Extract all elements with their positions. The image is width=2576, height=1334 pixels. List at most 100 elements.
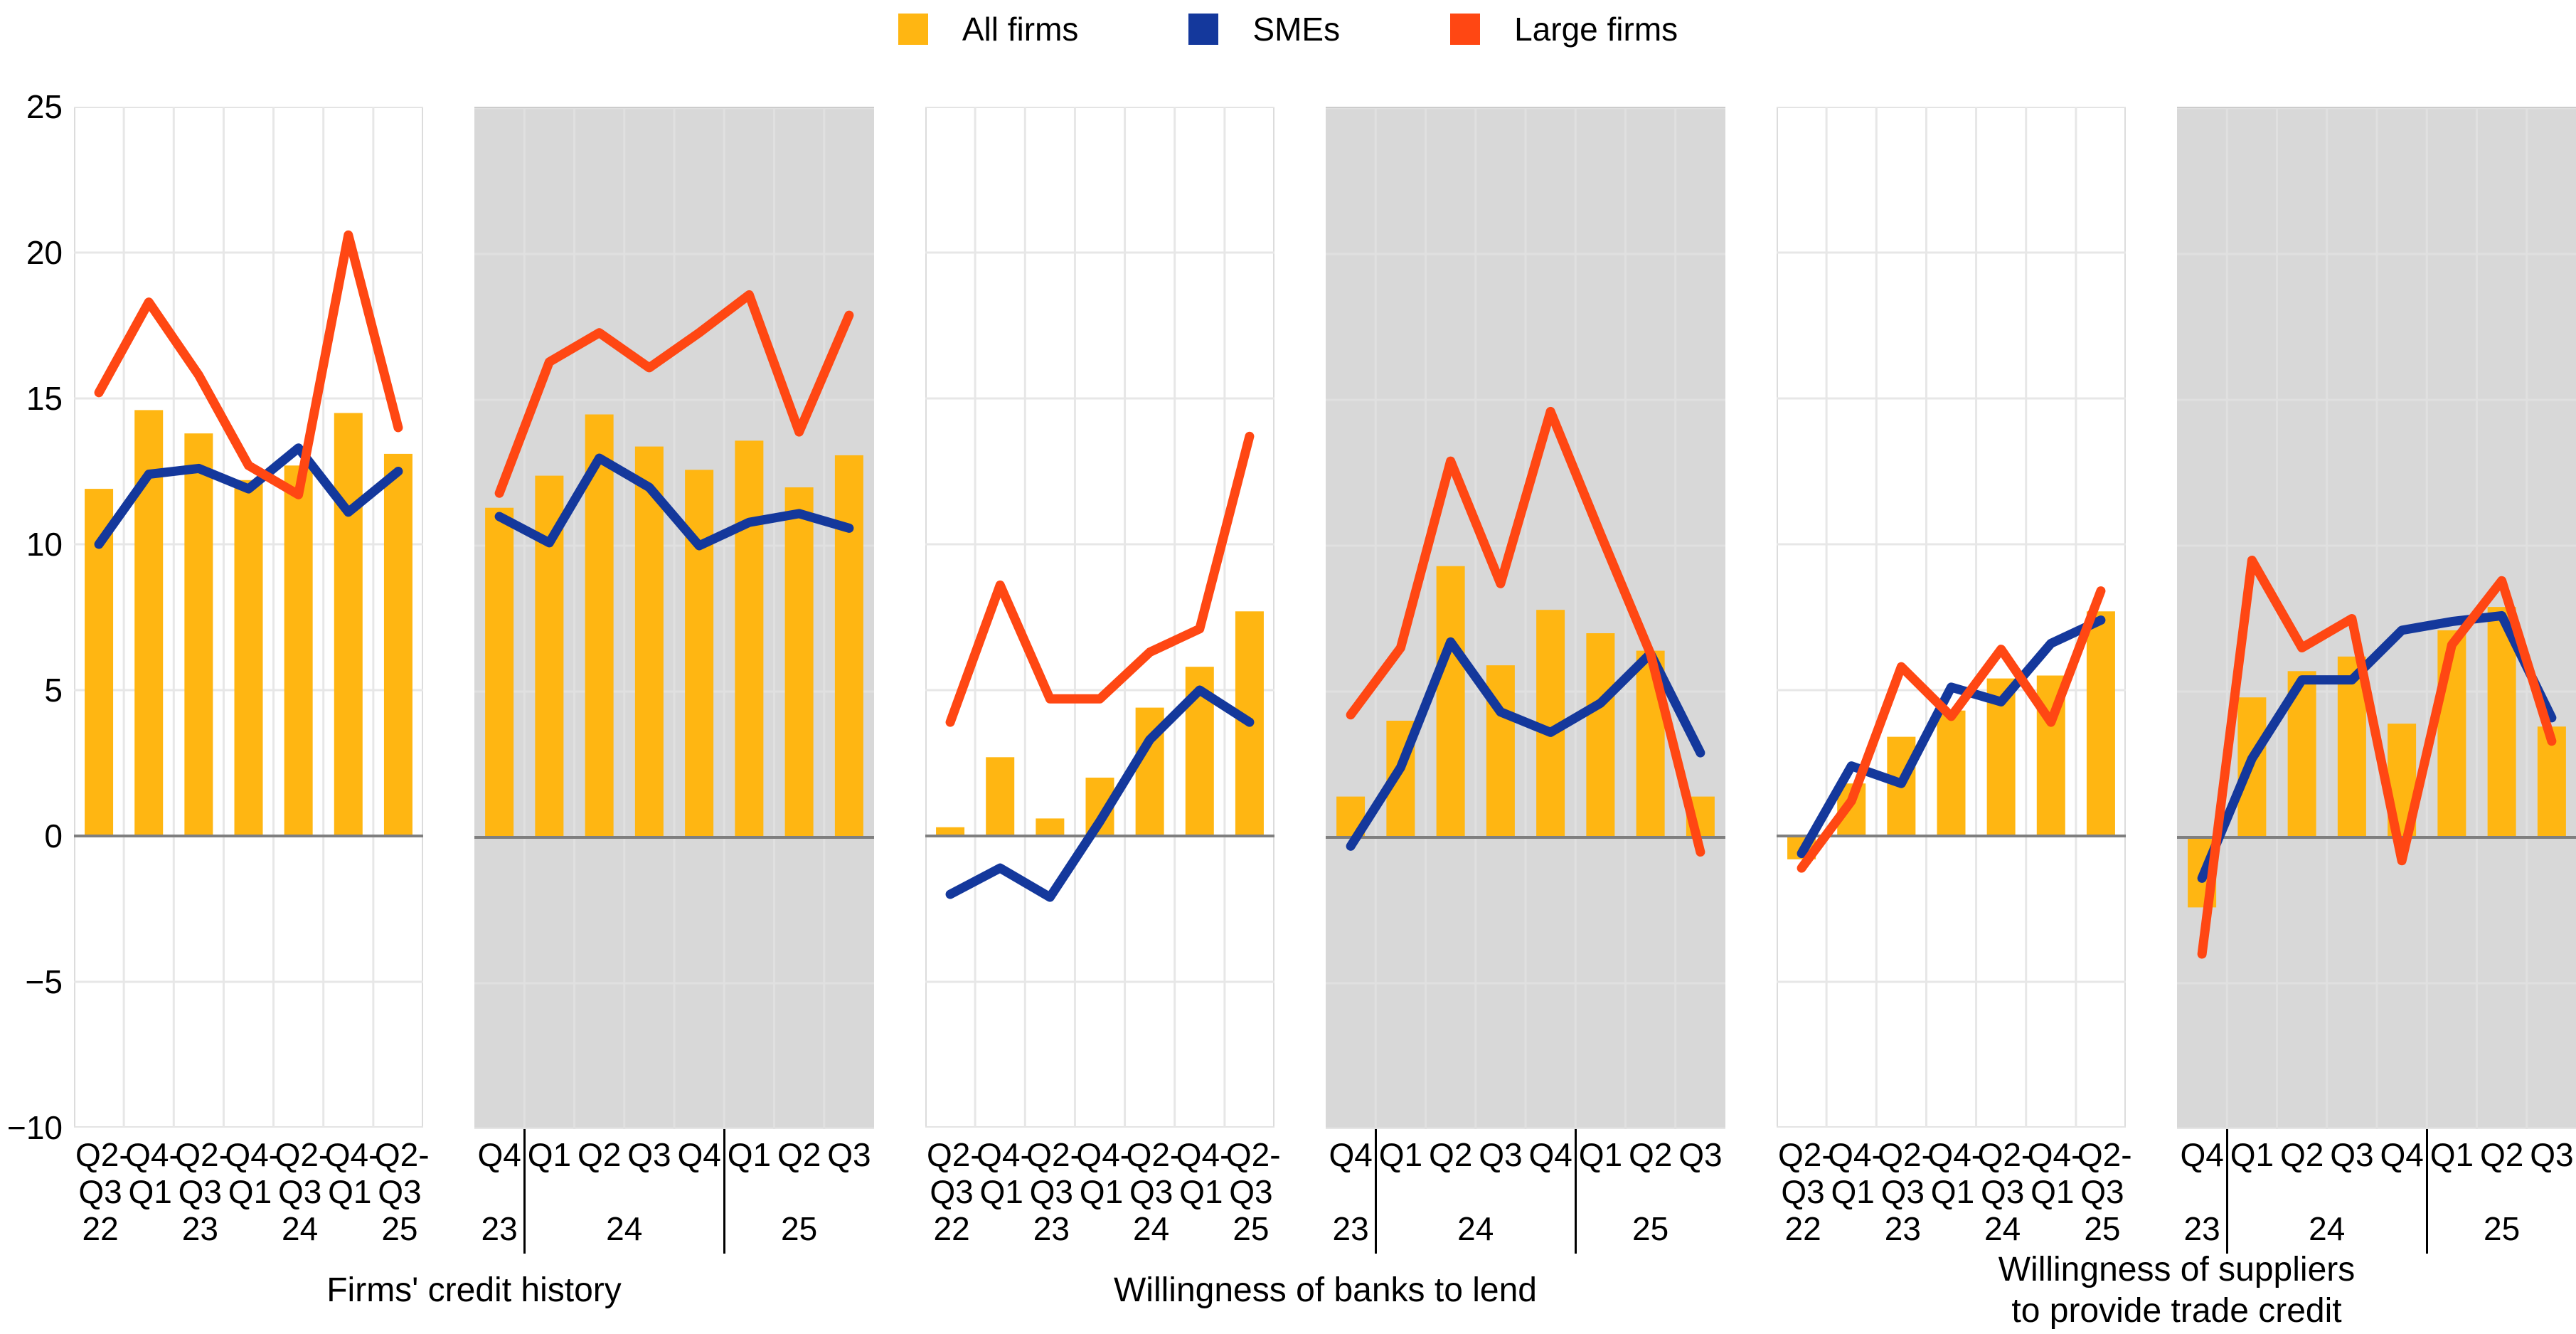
x-tick-label: Q2: [1628, 1136, 1673, 1173]
x-tick-label: Q2-: [1977, 1136, 2033, 1173]
group-title: Willingness of banks to lend: [925, 1270, 1725, 1311]
chart-svg-suppliers-quarterly: [2177, 108, 2576, 1129]
x-tick-label: Q2-: [1126, 1136, 1181, 1173]
x-tick-label: Q4-: [1927, 1136, 1983, 1173]
x-tick-label: Q2-: [275, 1136, 330, 1173]
year-label: 24: [282, 1210, 319, 1247]
x-tick-label: Q3: [2330, 1136, 2374, 1173]
x-tick-label-line2: Q3: [1129, 1173, 1173, 1210]
y-axis-tick-label: 5: [44, 672, 63, 709]
x-tick-label: Q4-: [1176, 1136, 1231, 1173]
x-tick-label-line2: Q3: [1229, 1173, 1273, 1210]
x-tick-label-line2: Q3: [277, 1173, 322, 1210]
large-firms-line: [2197, 556, 2557, 959]
x-tick-label: Q1: [1578, 1136, 1623, 1173]
x-tick-label: Q4: [1329, 1136, 1373, 1173]
all-firms-swatch-icon: [898, 14, 928, 45]
x-tick-label: Q2-: [175, 1136, 230, 1173]
y-axis-tick-label: 15: [26, 380, 63, 417]
smes-swatch-icon: [1188, 14, 1219, 45]
panel-suppliers-quarterly: Q4 Q1 Q2 Q3 Q4 Q1 Q2 Q3 23 24 25: [2177, 107, 2576, 1254]
year-label: 25: [1233, 1210, 1270, 1247]
x-tick-label-line2: Q3: [1980, 1173, 2025, 1210]
x-tick-label-line2: Q1: [128, 1173, 172, 1210]
legend-label-large-firms: Large firms: [1514, 11, 1678, 48]
legend-label-all-firms: All firms: [962, 11, 1079, 48]
chart-svg-credit-history-semiannual: [74, 107, 423, 1128]
x-tick-label: Q3: [1678, 1136, 1723, 1173]
year-label: 22: [1784, 1210, 1821, 1247]
legend: All firms SMEs Large firms: [0, 10, 2576, 48]
x-tick-label: Q1: [1378, 1136, 1423, 1173]
x-tick-label: Q3: [1479, 1136, 1523, 1173]
group-title-line: Firms' credit history: [326, 1271, 622, 1309]
panel-group-1: Q2- Q4- Q2- Q4- Q2- Q4- Q2- Q3 Q1 Q3 Q1 Q3 Q1 Q3 22 23 2…: [925, 107, 1725, 1309]
year-separator-line: [2225, 1129, 2228, 1254]
year-separator-line: [723, 1129, 725, 1254]
year-separator-line: [523, 1129, 526, 1254]
y-axis-tick-label: 10: [26, 526, 63, 563]
smes-line: [1346, 637, 1705, 851]
chart-svg-suppliers-semiannual: [1777, 107, 2126, 1128]
x-tick-label: Q4: [2180, 1136, 2224, 1173]
x-tick-label: Q2-: [1026, 1136, 1081, 1173]
x-tick-label: Q1: [2230, 1136, 2274, 1173]
x-tick-label: Q4-: [1076, 1136, 1132, 1173]
x-axis-labels: Q4 Q1 Q2 Q3 Q4 Q1 Q2 Q3 23 24 25: [474, 1129, 874, 1279]
year-separator-line: [1374, 1129, 1377, 1254]
x-axis-labels: Q4 Q1 Q2 Q3 Q4 Q1 Q2 Q3 23 24 25: [2177, 1129, 2576, 1279]
group-title-line: Willingness of banks to lend: [1114, 1271, 1537, 1309]
x-tick-label-line2: Q1: [979, 1173, 1023, 1210]
legend-label-smes: SMEs: [1252, 11, 1341, 48]
smes-line: [494, 453, 854, 551]
large-firms-line: [94, 230, 403, 499]
x-tick-label: Q2: [2279, 1136, 2324, 1173]
y-axis-tick-label: 0: [44, 817, 63, 854]
x-tick-label-line2: Q3: [1781, 1173, 1825, 1210]
x-tick-label: Q2: [2479, 1136, 2524, 1173]
x-tick-label: Q4-: [2027, 1136, 2082, 1173]
chart-svg-credit-history-quarterly: [474, 108, 874, 1129]
x-tick-label: Q1: [727, 1136, 772, 1173]
x-tick-label: Q3: [627, 1136, 671, 1173]
x-tick-label: Q4: [477, 1136, 521, 1173]
legend-item-smes: SMEs: [1188, 10, 1340, 48]
panels-row: Q2- Q4- Q2- Q4- Q2- Q4- Q2- Q3 Q1 Q3 Q1 Q3 Q1 Q3 22 23 2…: [74, 107, 2576, 1330]
year-label: 25: [781, 1210, 818, 1247]
x-tick-label: Q4: [1528, 1136, 1572, 1173]
panel-group-0: Q2- Q4- Q2- Q4- Q2- Q4- Q2- Q3 Q1 Q3 Q1 Q3 Q1 Q3 22 23 2…: [74, 107, 874, 1309]
x-tick-label: Q4-: [125, 1136, 180, 1173]
y-axis-tick-label: −5: [25, 963, 63, 1000]
x-axis-labels: Q4 Q1 Q2 Q3 Q4 Q1 Q2 Q3 23 24 25: [1326, 1129, 1725, 1279]
year-label: 25: [2484, 1210, 2521, 1247]
x-tick-label: Q2-: [927, 1136, 981, 1173]
x-tick-label: Q2-: [1225, 1136, 1281, 1173]
x-tick-label: Q2-: [1778, 1136, 1833, 1173]
large-firms-swatch-icon: [1450, 14, 1481, 45]
x-tick-label-line2: Q1: [2031, 1173, 2075, 1210]
x-tick-label-line2: Q3: [1880, 1173, 1925, 1210]
x-tick-label: Q3: [827, 1136, 871, 1173]
year-label: 23: [1884, 1210, 1921, 1247]
year-label: 23: [1332, 1210, 1369, 1247]
large-firms-line: [1797, 586, 2106, 873]
x-tick-label: Q1: [2429, 1136, 2474, 1173]
panel-credit-history-quarterly: Q4 Q1 Q2 Q3 Q4 Q1 Q2 Q3 23 24 25: [474, 107, 874, 1254]
x-tick-label: Q2-: [2077, 1136, 2132, 1173]
x-axis-labels: Q2- Q4- Q2- Q4- Q2- Q4- Q2- Q3 Q1 Q3 Q1 Q3 Q1 Q3 22 23 2…: [75, 1129, 430, 1279]
x-tick-label-line2: Q3: [2080, 1173, 2124, 1210]
x-tick-label-line2: Q1: [1930, 1173, 1975, 1210]
y-axis-tick-label: −10: [6, 1109, 63, 1146]
x-tick-label: Q4: [677, 1136, 721, 1173]
year-label: 23: [181, 1210, 218, 1247]
x-tick-label: Q4-: [976, 1136, 1031, 1173]
x-tick-label: Q2: [777, 1136, 821, 1173]
year-label: 23: [1033, 1210, 1070, 1247]
smes-line: [1797, 615, 2106, 859]
x-tick-label-line2: Q3: [378, 1173, 422, 1210]
group-title: Willingness of suppliers to provide trade…: [1777, 1249, 2576, 1332]
x-tick-label-line2: Q3: [78, 1173, 122, 1210]
x-tick-label-line2: Q1: [328, 1173, 372, 1210]
panel-banks-semiannual: Q2- Q4- Q2- Q4- Q2- Q4- Q2- Q3 Q1 Q3 Q1 Q3 Q1 Q3 22 23 2…: [925, 107, 1281, 1247]
